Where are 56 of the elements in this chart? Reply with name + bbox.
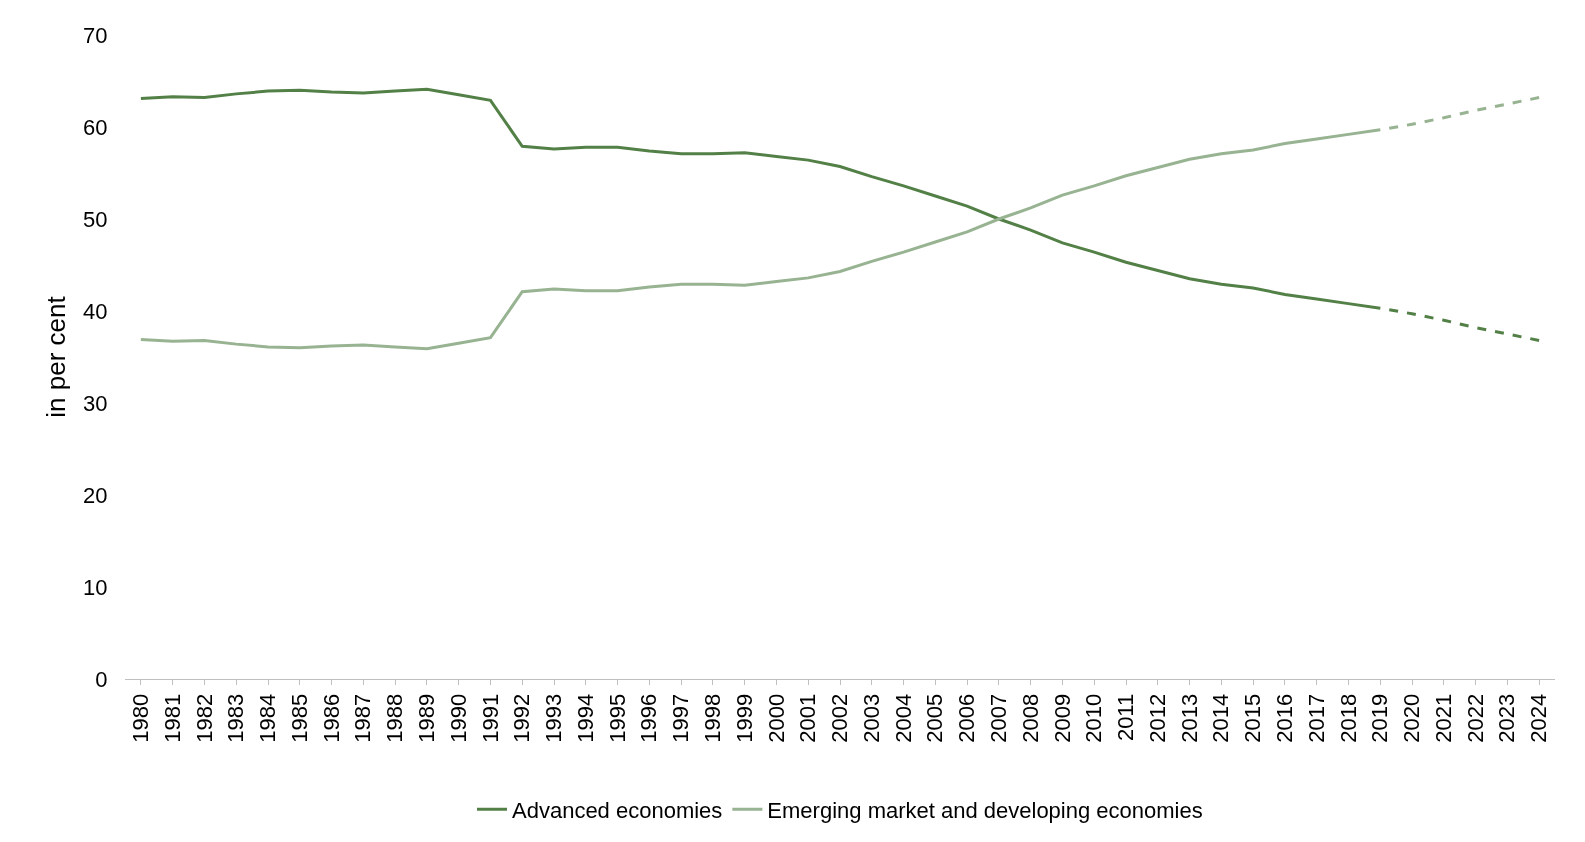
x-tick-label: 1980 [128, 693, 154, 743]
x-tick-label: 2010 [1081, 693, 1107, 743]
x-tick-label: 2004 [890, 693, 916, 743]
x-tick-label: 1996 [636, 693, 662, 743]
legend-label: Advanced economies [512, 797, 723, 823]
x-tick-label: 1999 [731, 693, 757, 743]
x-tick-label: 1992 [509, 693, 535, 743]
x-tick-label: 1983 [223, 693, 249, 743]
x-tick-label: 2023 [1494, 693, 1520, 743]
x-tick-label: 2007 [986, 693, 1012, 743]
x-tick-label: 1988 [382, 693, 408, 743]
x-tick-label: 2000 [763, 693, 789, 743]
x-tick-label: 2021 [1430, 693, 1456, 743]
x-tick-label: 2024 [1526, 693, 1552, 743]
x-tick-label: 2014 [1208, 693, 1234, 743]
x-tick-label: 2019 [1367, 693, 1393, 743]
x-tick-label: 1993 [541, 693, 567, 743]
x-tick-label: 1997 [668, 693, 694, 743]
legend-label: Emerging market and developing economies [767, 797, 1203, 823]
x-tick-label: 1985 [286, 693, 312, 743]
x-tick-label: 1991 [477, 693, 503, 743]
x-tick-label: 1982 [191, 693, 217, 743]
y-tick-label: 20 [83, 482, 108, 508]
x-tick-label: 2005 [922, 693, 948, 743]
x-tick-label: 1994 [572, 693, 598, 743]
y-axis-title: in per cent [40, 295, 71, 418]
x-tick-label: 2013 [1176, 693, 1202, 743]
x-tick-label: 2018 [1335, 693, 1361, 743]
x-tick-label: 1989 [414, 693, 440, 743]
x-tick-label: 1981 [159, 693, 185, 743]
x-tick-label: 2011 [1113, 693, 1139, 742]
x-tick-label: 2016 [1272, 693, 1298, 743]
x-tick-label: 2022 [1462, 693, 1488, 743]
x-tick-label: 1984 [255, 693, 281, 743]
y-tick-label: 0 [95, 666, 108, 692]
x-tick-label: 2001 [795, 693, 821, 743]
x-tick-label: 1986 [318, 693, 344, 743]
x-tick-label: 2006 [954, 693, 980, 743]
y-tick-label: 30 [83, 390, 108, 416]
x-tick-label: 2012 [1144, 693, 1170, 743]
x-tick-label: 2008 [1017, 693, 1043, 743]
x-tick-label: 2015 [1240, 693, 1266, 743]
y-tick-label: 10 [83, 574, 108, 600]
x-tick-label: 2003 [858, 693, 884, 743]
y-tick-label: 50 [83, 206, 108, 232]
x-tick-label: 1990 [445, 693, 471, 743]
x-tick-label: 2002 [827, 693, 853, 743]
x-tick-label: 2017 [1303, 693, 1329, 743]
y-tick-label: 60 [83, 114, 108, 140]
x-tick-label: 2020 [1399, 693, 1425, 743]
y-tick-label: 70 [83, 22, 108, 48]
x-tick-label: 2009 [1049, 693, 1075, 743]
x-tick-label: 1987 [350, 693, 376, 743]
x-tick-label: 1998 [700, 693, 726, 743]
y-tick-label: 40 [83, 298, 108, 324]
x-tick-label: 1995 [604, 693, 630, 743]
